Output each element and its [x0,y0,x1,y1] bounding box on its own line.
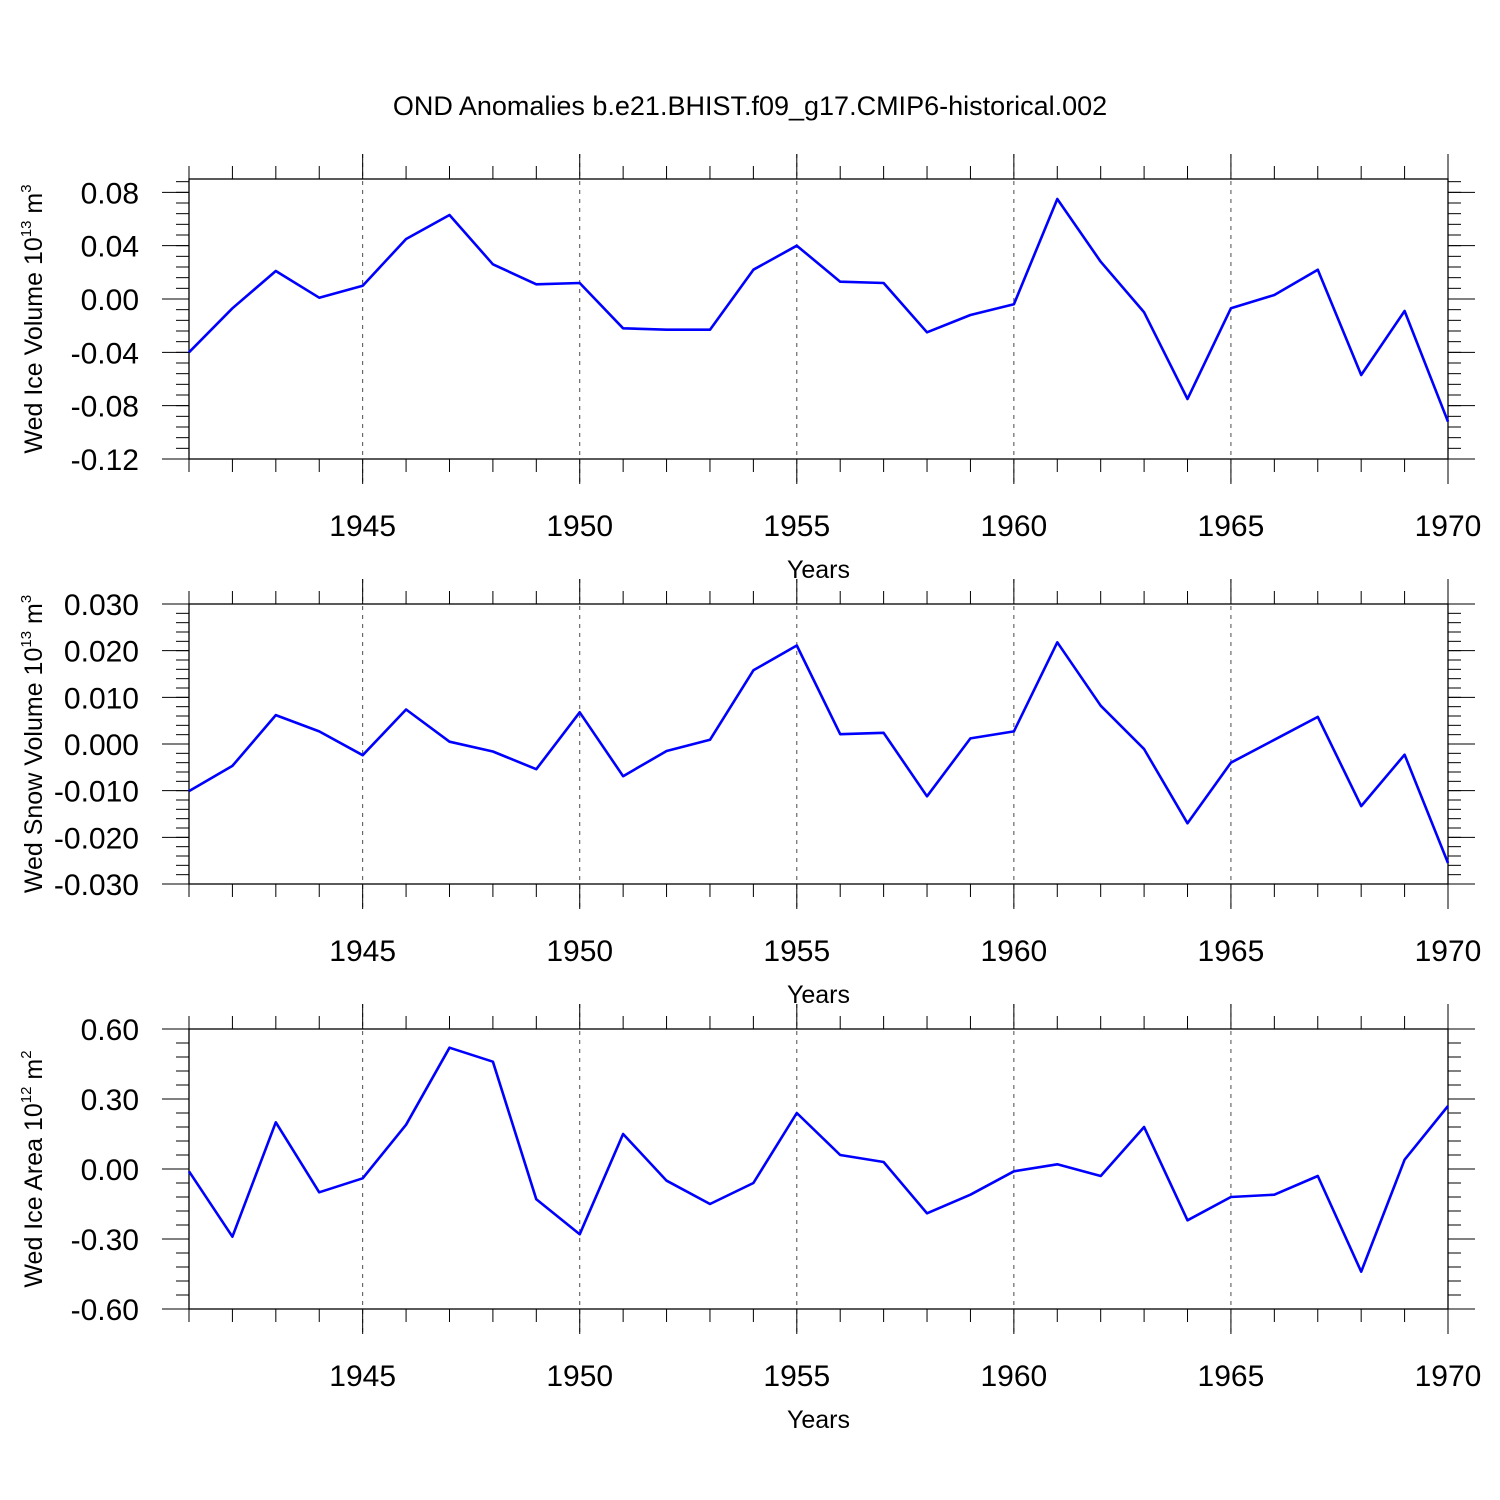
y-axis-label: Wed Ice Area 1012 m2 [18,1050,48,1287]
y-tick-label: -0.08 [71,391,139,424]
x-tick-label: 1965 [1198,1360,1265,1393]
panel-3: -0.60 -0.30 0.00 0.30 0.60 1945 1950 1955 1960 19… [18,1004,1481,1434]
y-tick-label: 0.04 [81,231,139,264]
panels: -0.12 -0.08 -0.04 0.00 0.04 0.08 1945 1950 1955 1… [18,154,1481,1434]
x-tick-label: 1955 [763,510,830,543]
x-tick-label: 1945 [329,935,396,968]
series-line [188,640,1450,864]
x-tick-label: 1950 [546,510,613,543]
x-tick-label: 1955 [763,935,830,968]
x-axis-label: Years [787,981,850,1009]
x-tick-label: 1960 [980,935,1047,968]
x-tick-label: 1960 [980,510,1047,543]
x-tick-label: 1970 [1415,935,1482,968]
x-tick-label: 1950 [546,1360,613,1393]
y-axis-label: Wed Ice Volume 1013 m3 [18,184,48,453]
y-axis-label: Wed Snow Volume 1013 m3 [18,595,48,893]
y-tick-label: -0.020 [54,822,139,855]
x-axis-label: Years [787,1406,850,1434]
y-tick-label: 0.60 [81,1014,139,1047]
y-tick-label: -0.30 [71,1224,139,1257]
chart-title: OND Anomalies b.e21.BHIST.f09_g17.CMIP6-… [393,91,1107,121]
y-tick-label: 0.08 [81,177,139,210]
y-tick-label: 0.010 [64,682,139,715]
y-tick-label: 0.30 [81,1084,139,1117]
y-tick-label: -0.60 [71,1294,139,1327]
y-tick-label: 0.020 [64,636,139,669]
x-tick-label: 1965 [1198,510,1265,543]
x-tick-label: 1965 [1198,935,1265,968]
plot-frame [188,178,1449,460]
x-tick-label: 1945 [329,1360,396,1393]
y-tick-label: -0.12 [71,444,139,477]
panel-2: -0.030 -0.020 -0.010 0.000 0.010 0.020 0.030 19… [18,579,1481,1009]
y-tick-label: 0.00 [81,284,139,317]
x-tick-label: 1945 [329,510,396,543]
series-line [188,197,1450,423]
x-tick-label: 1955 [763,1360,830,1393]
x-tick-label: 1950 [546,935,613,968]
y-tick-label: -0.010 [54,776,139,809]
panel-1: -0.12 -0.08 -0.04 0.00 0.04 0.08 1945 1950 1955 1… [18,154,1481,584]
plot-frame [188,603,1449,885]
series-line [187,1046,1450,1273]
x-axis-label: Years [787,556,850,584]
x-tick-label: 1960 [980,1360,1047,1393]
x-tick-label: 1970 [1415,1360,1482,1393]
y-tick-label: 0.00 [81,1154,139,1187]
y-tick-label: 0.030 [64,589,139,622]
y-tick-label: 0.000 [64,729,139,762]
y-tick-label: -0.030 [54,869,139,902]
x-tick-label: 1970 [1415,510,1482,543]
plot-frame [188,1028,1449,1310]
y-tick-label: -0.04 [71,337,139,370]
